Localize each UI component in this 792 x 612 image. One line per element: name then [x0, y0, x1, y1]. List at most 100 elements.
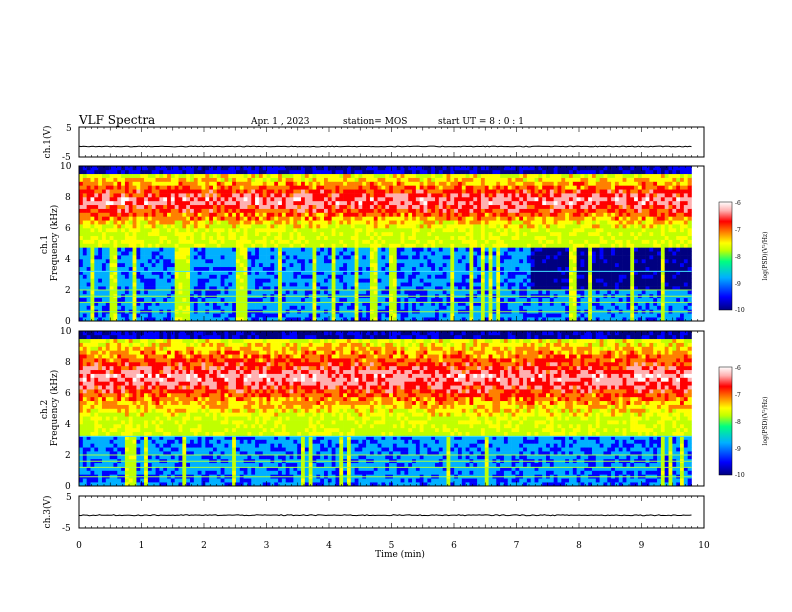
- sp1-cell: [400, 251, 405, 256]
- sp1-cell: [79, 197, 84, 202]
- sp1-cell: [147, 208, 153, 213]
- sp1-cell: [438, 317, 443, 322]
- sp1-cell: [159, 177, 164, 182]
- sp1-cell: [124, 266, 130, 271]
- sp1-cell: [308, 235, 313, 240]
- sp1-cell: [193, 212, 198, 217]
- sp1-cell: [79, 290, 84, 295]
- sp1-cell: [235, 313, 241, 318]
- sp1-cell: [147, 247, 153, 252]
- sp1-cell: [427, 270, 432, 275]
- sp1-cell: [343, 224, 348, 229]
- sp1-cell: [473, 286, 478, 291]
- sp1-cell: [358, 200, 363, 206]
- sp1-cell: [228, 204, 233, 209]
- sp1-cell: [178, 305, 183, 310]
- sp1-cell: [285, 270, 290, 275]
- sp1-cell: [228, 197, 233, 202]
- sp1-cell: [186, 235, 191, 240]
- sp1-cell: [442, 301, 447, 306]
- sp1-cell: [94, 235, 99, 240]
- sp1-cell: [473, 235, 478, 240]
- sp1-cell: [412, 208, 417, 213]
- sp1-cell: [105, 247, 110, 252]
- sp1-cell: [182, 317, 187, 322]
- sp1-cell: [308, 270, 313, 275]
- sp1-cell: [266, 290, 271, 295]
- sp1-cell: [155, 224, 160, 229]
- sp1-cell: [182, 243, 187, 248]
- sp1-cell: [178, 197, 183, 202]
- sp1-cell: [109, 305, 114, 310]
- sp1-cell: [167, 239, 172, 244]
- sp1-cell: [232, 313, 237, 318]
- sp1-cell: [350, 255, 355, 260]
- sp1-cell: [144, 243, 149, 248]
- sp1-cell: [358, 197, 363, 202]
- sp1-cell: [216, 266, 221, 271]
- sp1-cell: [124, 166, 130, 171]
- sp1-cell: [465, 181, 470, 186]
- sp1-cell: [312, 231, 317, 237]
- sp1-cell: [457, 297, 463, 302]
- sp1-cell: [343, 317, 348, 322]
- sp1-cell: [480, 262, 486, 268]
- sp1-cell: [281, 301, 287, 306]
- sp1-cell: [193, 228, 198, 233]
- sp1-cell: [124, 290, 130, 295]
- sp1-cell: [496, 262, 501, 268]
- sp1-cell: [285, 189, 290, 194]
- sp1-cell: [297, 301, 302, 306]
- sp1-cell: [105, 212, 110, 217]
- sp1-cell: [492, 212, 497, 217]
- sp1-cell: [90, 286, 95, 291]
- sp1-cell: [511, 228, 516, 233]
- sp1-cell: [423, 282, 428, 287]
- sp1-cell: [266, 193, 271, 198]
- sp1-cell: [186, 216, 191, 221]
- sp1-cell: [174, 313, 179, 318]
- sp1-cell: [450, 189, 455, 194]
- sp1-cell: [461, 262, 466, 268]
- sp1-cell: [442, 274, 447, 279]
- sp1-cell: [255, 228, 260, 233]
- sp1-cell: [358, 243, 363, 248]
- sp1-cell: [289, 220, 294, 225]
- sp1-cell: [408, 305, 413, 310]
- sp1-cell: [461, 169, 466, 175]
- sp1-cell: [301, 278, 306, 283]
- sp1-cell: [473, 243, 478, 248]
- sp1-cell: [90, 166, 95, 171]
- sp1-cell: [224, 262, 229, 268]
- sp1-cell: [209, 290, 214, 295]
- sp1-cell: [174, 278, 179, 283]
- sp1-cell: [251, 200, 256, 206]
- sp1-cell: [503, 220, 509, 225]
- sp1-cell: [419, 286, 424, 291]
- sp1-cell: [105, 290, 110, 295]
- sp1-cell: [121, 286, 126, 291]
- sp1-cell: [438, 181, 443, 186]
- sp1-cell: [258, 262, 264, 268]
- sp1-cell: [285, 274, 290, 279]
- sp1-cell: [205, 274, 210, 279]
- sp1-cell: [190, 305, 195, 310]
- sp1-cell: [90, 274, 95, 279]
- sp1-cell: [220, 305, 225, 310]
- sp1-cell: [163, 185, 168, 190]
- sp1-cell: [438, 270, 443, 275]
- sp1-cell: [496, 181, 501, 186]
- sp1-cell: [358, 181, 363, 186]
- sp1-cell: [105, 177, 110, 182]
- sp1-cell: [373, 286, 378, 291]
- sp1-cell: [492, 274, 497, 279]
- sp1-cell: [389, 282, 394, 287]
- sp1-cell: [159, 193, 164, 198]
- sp1-cell: [159, 247, 164, 252]
- sp1-cell: [251, 290, 256, 295]
- sp1-cell: [94, 255, 99, 260]
- sp1-cell: [477, 231, 482, 237]
- sp1-cell: [174, 262, 179, 268]
- sp1-cell: [232, 166, 237, 171]
- sp1-cell: [132, 282, 137, 287]
